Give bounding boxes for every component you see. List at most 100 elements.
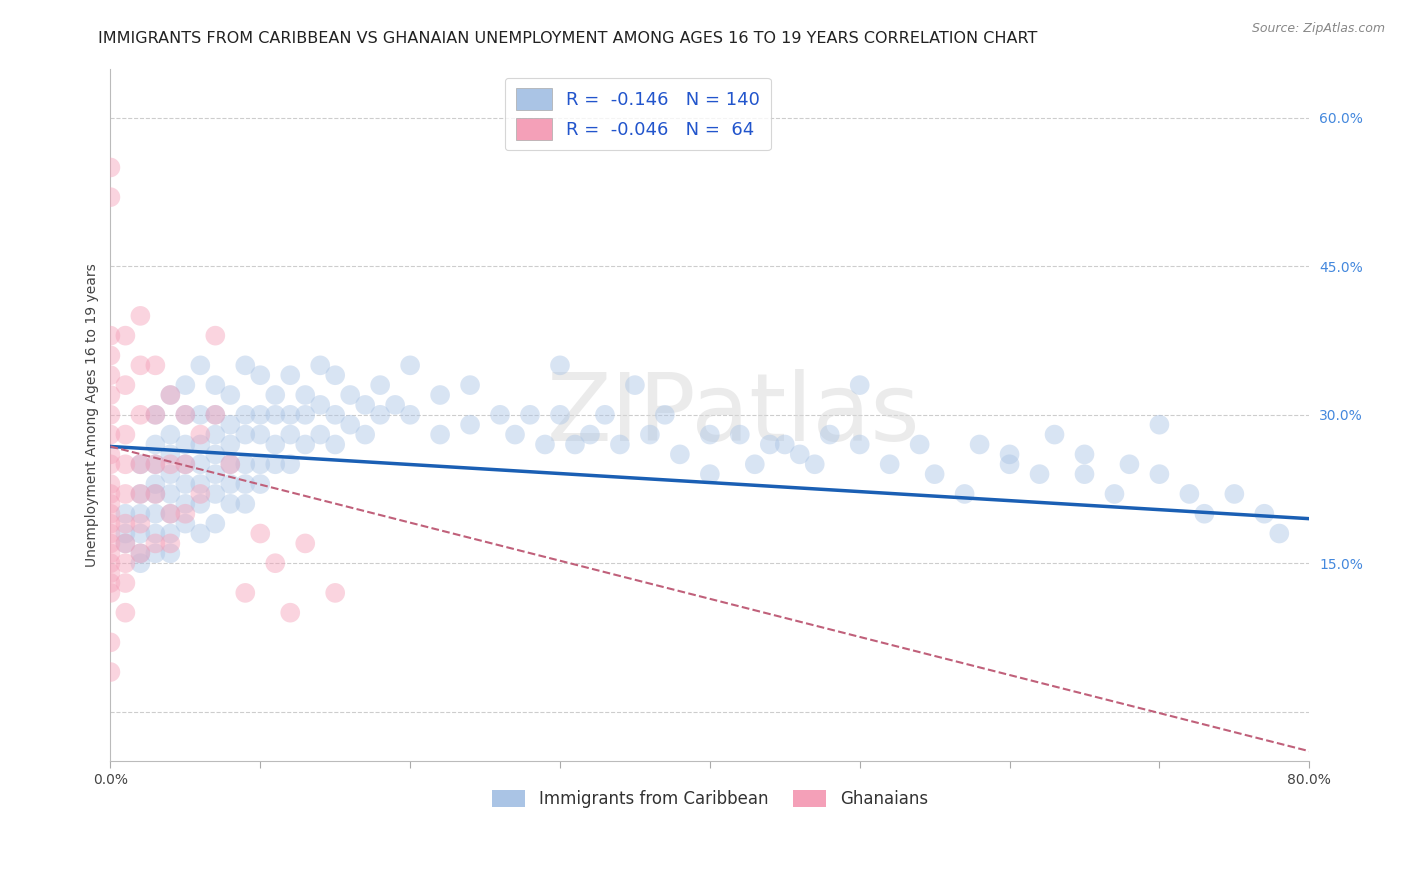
Point bbox=[294, 536, 316, 550]
Point bbox=[278, 457, 301, 471]
Point bbox=[159, 526, 181, 541]
Point bbox=[174, 408, 197, 422]
Point bbox=[145, 487, 167, 501]
Point bbox=[114, 427, 136, 442]
Point bbox=[188, 408, 211, 422]
Point bbox=[100, 526, 122, 541]
Point bbox=[145, 408, 167, 422]
Point bbox=[548, 408, 571, 422]
Point bbox=[129, 546, 152, 560]
Point bbox=[323, 368, 346, 383]
Point bbox=[145, 526, 167, 541]
Point bbox=[354, 398, 377, 412]
Point bbox=[159, 546, 181, 560]
Point bbox=[188, 487, 211, 501]
Point bbox=[114, 556, 136, 570]
Point bbox=[145, 408, 167, 422]
Point bbox=[219, 388, 242, 402]
Point bbox=[759, 437, 782, 451]
Point bbox=[159, 388, 181, 402]
Point bbox=[609, 437, 631, 451]
Point bbox=[114, 516, 136, 531]
Point bbox=[204, 408, 226, 422]
Point bbox=[249, 427, 271, 442]
Point bbox=[249, 368, 271, 383]
Point bbox=[233, 477, 256, 491]
Point bbox=[145, 536, 167, 550]
Point bbox=[114, 576, 136, 591]
Point bbox=[593, 408, 616, 422]
Point bbox=[100, 635, 122, 649]
Point bbox=[309, 398, 332, 412]
Point bbox=[114, 526, 136, 541]
Point bbox=[879, 457, 901, 471]
Point bbox=[278, 606, 301, 620]
Point bbox=[219, 457, 242, 471]
Point bbox=[114, 487, 136, 501]
Point bbox=[264, 457, 287, 471]
Point bbox=[1149, 467, 1171, 482]
Point bbox=[773, 437, 796, 451]
Point bbox=[145, 359, 167, 373]
Point bbox=[848, 378, 870, 392]
Point bbox=[100, 328, 122, 343]
Point bbox=[174, 457, 197, 471]
Point bbox=[908, 437, 931, 451]
Point bbox=[264, 556, 287, 570]
Point bbox=[159, 487, 181, 501]
Point bbox=[339, 417, 361, 432]
Point bbox=[969, 437, 991, 451]
Point bbox=[145, 437, 167, 451]
Point bbox=[129, 457, 152, 471]
Point bbox=[339, 388, 361, 402]
Point bbox=[399, 359, 422, 373]
Point bbox=[294, 388, 316, 402]
Point bbox=[100, 576, 122, 591]
Point bbox=[548, 359, 571, 373]
Point bbox=[219, 497, 242, 511]
Point bbox=[204, 378, 226, 392]
Point bbox=[233, 427, 256, 442]
Point bbox=[233, 586, 256, 600]
Point bbox=[100, 497, 122, 511]
Point bbox=[503, 427, 526, 442]
Point bbox=[294, 408, 316, 422]
Point bbox=[368, 408, 391, 422]
Point bbox=[145, 477, 167, 491]
Text: Source: ZipAtlas.com: Source: ZipAtlas.com bbox=[1251, 22, 1385, 36]
Point bbox=[249, 408, 271, 422]
Point bbox=[129, 516, 152, 531]
Point bbox=[654, 408, 676, 422]
Point bbox=[204, 408, 226, 422]
Point bbox=[100, 190, 122, 204]
Point bbox=[129, 546, 152, 560]
Point bbox=[159, 507, 181, 521]
Point bbox=[219, 477, 242, 491]
Point bbox=[188, 437, 211, 451]
Point bbox=[728, 427, 751, 442]
Point bbox=[354, 427, 377, 442]
Point bbox=[174, 477, 197, 491]
Point bbox=[368, 378, 391, 392]
Point bbox=[145, 507, 167, 521]
Point bbox=[159, 457, 181, 471]
Point bbox=[278, 408, 301, 422]
Point bbox=[100, 516, 122, 531]
Point bbox=[188, 477, 211, 491]
Point bbox=[278, 427, 301, 442]
Point bbox=[100, 427, 122, 442]
Point bbox=[998, 447, 1021, 461]
Point bbox=[159, 447, 181, 461]
Point bbox=[204, 447, 226, 461]
Point bbox=[145, 457, 167, 471]
Point bbox=[114, 457, 136, 471]
Point bbox=[233, 359, 256, 373]
Point bbox=[998, 457, 1021, 471]
Point bbox=[159, 388, 181, 402]
Point bbox=[174, 516, 197, 531]
Point bbox=[1073, 447, 1095, 461]
Point bbox=[519, 408, 541, 422]
Point bbox=[489, 408, 512, 422]
Point bbox=[174, 408, 197, 422]
Point bbox=[789, 447, 811, 461]
